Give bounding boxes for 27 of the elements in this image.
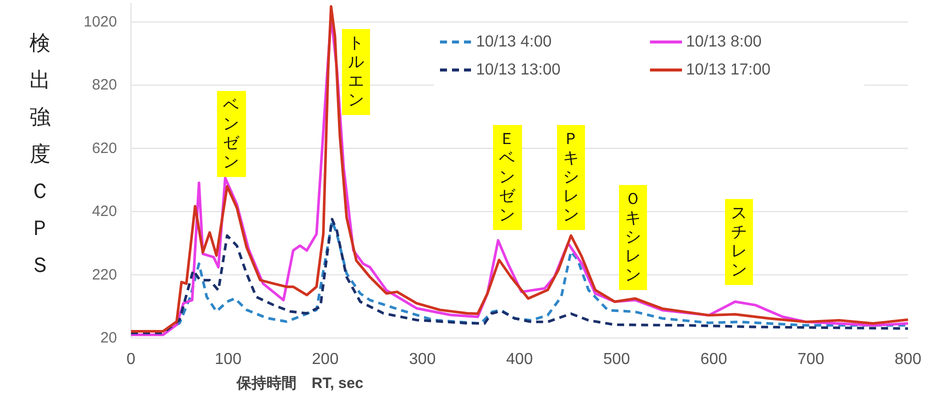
legend-label: 10/13 4:00 (476, 34, 552, 50)
x-axis-title: 保持時間 RT, sec (236, 375, 364, 392)
x-tick-label: 400 (506, 351, 533, 368)
x-tick-label: 300 (409, 351, 436, 368)
x-tick-label: 100 (214, 351, 242, 368)
y-tick-label: 220 (92, 266, 117, 284)
annotation: ベンゼン (223, 97, 240, 171)
annotation: Ｏキシレン (625, 191, 641, 284)
x-tick-label: 200 (312, 351, 339, 368)
y-tick-label: 620 (92, 140, 117, 157)
y-tick-label: 20 (100, 330, 117, 346)
y-tick-label: 420 (92, 203, 117, 220)
x-tick-label: 500 (603, 351, 630, 368)
annotation: スチレン (731, 205, 747, 279)
y-tick-label: 1020 (84, 13, 117, 30)
legend-label: 10/13 17:00 (686, 62, 771, 78)
legend-label: 10/13 8:00 (686, 34, 762, 50)
legend-label: 10/13 13:00 (476, 62, 561, 78)
annotation: トルエン (348, 35, 364, 109)
x-tick-label: 600 (700, 351, 728, 368)
annotation: Ｅベンゼン (499, 131, 516, 224)
x-tick-label: 800 (894, 351, 922, 368)
x-tick-label: 0 (126, 351, 136, 368)
y-axis-title: 検出強度ＣＰＳ (30, 32, 50, 277)
annotation: Ｐキシレン (563, 131, 579, 224)
y-tick-label: 820 (92, 76, 117, 94)
x-tick-label: 700 (798, 351, 824, 368)
